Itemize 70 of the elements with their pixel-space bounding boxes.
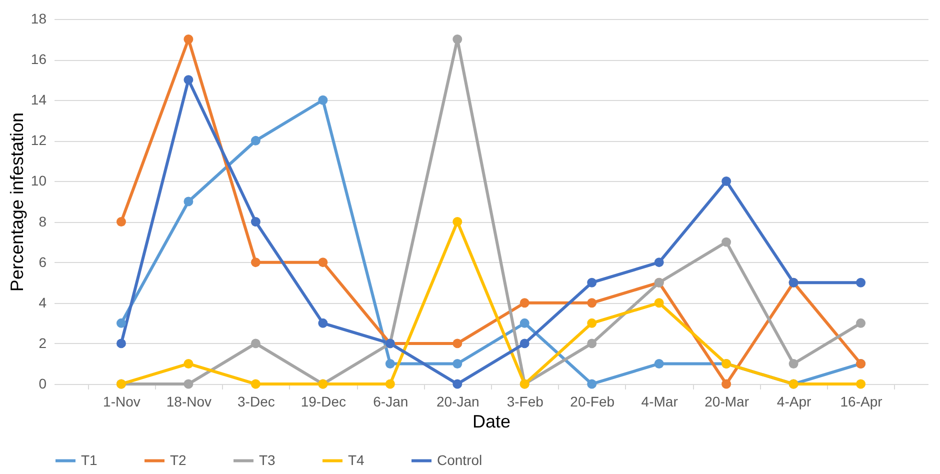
y-tick-label: 6 <box>38 254 47 270</box>
x-tick-label: 19-Dec <box>300 394 346 410</box>
point <box>587 278 597 288</box>
x-tick-label: 4-Apr <box>776 394 812 410</box>
y-tick-label: 16 <box>30 51 47 68</box>
point <box>587 318 597 328</box>
point <box>184 196 194 206</box>
x-tick-label: 3-Dec <box>238 394 275 410</box>
y-tick-label: 8 <box>38 213 47 230</box>
y-tick-label: 12 <box>30 132 47 148</box>
x-tick-label: 3-Feb <box>506 394 544 410</box>
legend-label: T1 <box>81 452 98 468</box>
point <box>452 217 462 227</box>
x-tick-label: 16-Apr <box>840 394 883 410</box>
legend-label: T3 <box>259 452 276 468</box>
point <box>722 237 732 247</box>
point <box>587 338 597 348</box>
point <box>788 358 798 368</box>
point <box>385 358 395 368</box>
y-tick-label: 0 <box>38 376 47 392</box>
point <box>116 318 126 328</box>
point <box>587 298 597 308</box>
point <box>318 258 328 268</box>
x-tick-label: 18-Nov <box>166 394 212 410</box>
y-tick-label: 2 <box>38 334 47 351</box>
x-tick-label: 20-Feb <box>570 394 615 410</box>
point <box>318 318 328 328</box>
y-tick-label: 10 <box>30 172 47 189</box>
point <box>250 136 260 146</box>
point <box>722 176 732 186</box>
point <box>654 258 664 268</box>
point <box>722 379 732 389</box>
point <box>654 298 664 308</box>
point <box>250 379 260 389</box>
point <box>520 338 530 348</box>
point <box>250 217 260 227</box>
point <box>385 379 395 389</box>
x-tick-label: 6-Jan <box>373 394 408 410</box>
x-tick-label: 4-Mar <box>641 394 678 410</box>
point <box>250 258 260 268</box>
point <box>184 34 194 44</box>
point <box>452 358 462 368</box>
point <box>116 217 126 227</box>
point <box>318 95 328 105</box>
x-axis-title: Date <box>472 412 511 432</box>
point <box>250 338 260 348</box>
x-tick-label: 1-Nov <box>103 394 140 410</box>
y-axis-title: Percentage infestation <box>6 112 27 292</box>
legend-label: T2 <box>170 452 187 468</box>
point <box>452 34 462 44</box>
y-tick-label: 4 <box>38 294 47 310</box>
x-tick-label: 20-Mar <box>704 394 750 410</box>
x-tick-label: 20-Jan <box>436 394 480 410</box>
point <box>654 358 664 368</box>
point <box>184 75 194 85</box>
point <box>452 379 462 389</box>
legend-label: Control <box>437 452 482 468</box>
y-tick-label: 18 <box>30 10 47 26</box>
point <box>452 338 462 348</box>
point <box>116 338 126 348</box>
legend-label: T4 <box>348 452 365 468</box>
point <box>184 358 194 368</box>
point <box>856 318 866 328</box>
y-tick-label: 14 <box>30 92 47 108</box>
point <box>856 379 866 389</box>
point <box>520 318 530 328</box>
point <box>587 379 597 389</box>
point <box>856 278 866 288</box>
point <box>520 298 530 308</box>
point <box>184 379 194 389</box>
